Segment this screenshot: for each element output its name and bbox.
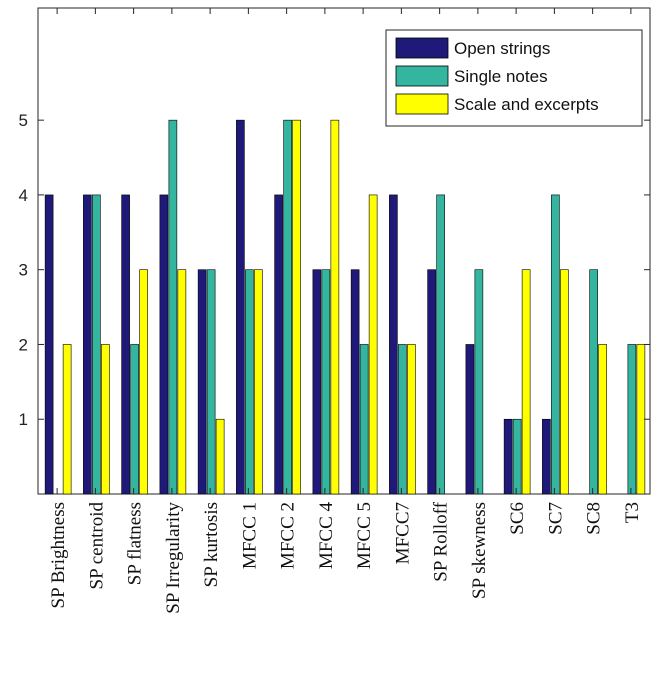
y-tick-label: 1 — [19, 410, 28, 429]
bar-2-11 — [436, 194, 445, 495]
x-tick-label: MFCC 5 — [354, 502, 375, 569]
bar-1-4 — [159, 194, 169, 495]
bar-2-14 — [551, 194, 560, 495]
bar-1-12 — [465, 344, 475, 495]
bar-3-7 — [292, 119, 301, 495]
axis-ticks — [38, 8, 650, 494]
bar-2-16 — [627, 344, 637, 495]
bar-2-7 — [283, 119, 292, 495]
legend-swatch-1 — [395, 37, 449, 59]
x-tick-labels: SP Brightness SP centroid SP flatness SP Ir… — [48, 501, 643, 613]
bar-1-1 — [44, 194, 54, 495]
bar-3-16 — [636, 344, 646, 495]
bar-3-8 — [330, 119, 340, 495]
x-tick-label: SP Brightness — [48, 502, 69, 608]
bar-1-13 — [503, 418, 513, 495]
bar-2-12 — [474, 269, 484, 495]
x-tick-label: SP Rolloff — [431, 501, 452, 581]
legend-label-3: Scale and excerpts — [454, 95, 599, 114]
x-tick-label: MFCC 1 — [239, 502, 260, 569]
x-tick-label: SP flatness — [125, 502, 146, 585]
bar-2-8 — [321, 269, 331, 495]
bar-2-13 — [512, 418, 522, 495]
legend: Open strings Single notes Scale and excerp… — [385, 29, 643, 127]
bar-1-7 — [274, 194, 283, 495]
x-tick-label: MFCC 4 — [316, 502, 337, 570]
y-tick-labels: 1 2 3 4 5 — [19, 111, 28, 429]
bar-2-3 — [130, 344, 139, 495]
bar-1-8 — [312, 269, 322, 495]
y-tick-label: 3 — [19, 261, 28, 280]
x-tick-label: SC7 — [545, 502, 566, 535]
x-tick-label: SP Irregularity — [163, 502, 184, 614]
bar-2-6 — [245, 269, 254, 495]
bar-1-2 — [83, 194, 92, 495]
legend-label-2: Single notes — [454, 67, 548, 86]
legend-swatch-2 — [395, 65, 449, 87]
bar-1-14 — [542, 418, 551, 495]
bar-2-10 — [398, 344, 407, 495]
x-tick-label: T3 — [622, 502, 643, 523]
bars-group — [44, 119, 646, 495]
bar-1-5 — [197, 269, 207, 495]
bar-1-10 — [389, 194, 398, 495]
bar-3-15 — [598, 344, 607, 495]
x-tick-label: SP centroid — [86, 502, 107, 590]
bar-2-15 — [589, 269, 598, 495]
x-tick-label: SP kurtosis — [201, 502, 222, 587]
bar-1-3 — [121, 194, 130, 495]
x-tick-label: SP skewness — [469, 502, 490, 599]
bar-1-9 — [350, 269, 360, 495]
x-tick-label: SC8 — [584, 502, 605, 535]
bar-1-6 — [236, 119, 245, 495]
bar-3-5 — [215, 418, 225, 495]
x-tick-label: MFCC 2 — [278, 502, 299, 569]
bar-2-5 — [206, 269, 216, 495]
bar-2-4 — [168, 119, 178, 495]
bar-3-9 — [368, 194, 378, 495]
y-tick-label: 5 — [19, 111, 28, 130]
bar-3-6 — [254, 269, 263, 495]
x-tick-label: SC6 — [507, 502, 528, 535]
bar-2-2 — [92, 194, 101, 495]
bar-3-2 — [101, 344, 110, 495]
bar-3-4 — [177, 269, 187, 495]
bar-1-11 — [427, 269, 436, 495]
bar-3-14 — [560, 269, 569, 495]
bar-3-1 — [62, 344, 72, 495]
y-tick-label: 4 — [19, 186, 28, 205]
bar-3-13 — [521, 269, 531, 495]
x-tick-label: MFCC7 — [392, 502, 413, 564]
bar-3-3 — [139, 269, 148, 495]
bar-3-10 — [407, 344, 416, 495]
legend-label-1: Open strings — [454, 39, 550, 58]
legend-swatch-3 — [395, 93, 449, 115]
y-tick-label: 2 — [19, 335, 28, 354]
bar-2-9 — [359, 344, 369, 495]
